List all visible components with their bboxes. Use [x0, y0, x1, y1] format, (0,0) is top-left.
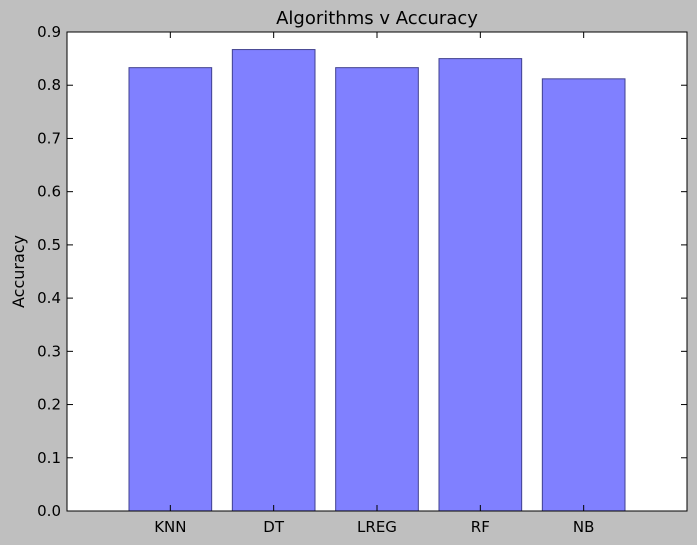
y-tick-label: 0.7	[37, 129, 61, 147]
x-tick-label: LREG	[357, 518, 397, 536]
y-axis-label: Accuracy	[9, 235, 28, 308]
y-tick-label: 0.3	[37, 342, 61, 360]
x-axis-ticks: KNN DT LREG RF NB	[154, 32, 594, 536]
y-tick-label: 0.9	[37, 23, 61, 41]
bar-nb	[541, 78, 626, 512]
bar-dt	[231, 49, 316, 512]
y-tick-label: 0.4	[37, 289, 61, 307]
plot-frame	[66, 31, 688, 512]
y-tick-label: 0.8	[37, 76, 61, 94]
bar-knn	[128, 67, 213, 512]
chart-title: Algorithms v Accuracy	[276, 8, 478, 29]
y-tick-label: 0.6	[37, 183, 61, 201]
y-tick-label: 0.5	[37, 236, 61, 254]
y-tick-label: 0.1	[37, 449, 61, 467]
x-tick-label: DT	[263, 518, 285, 536]
bar-group	[128, 49, 626, 512]
x-tick-label: KNN	[154, 518, 186, 536]
y-tick-label: 0.2	[37, 396, 61, 414]
x-tick-label: NB	[573, 518, 595, 536]
x-tick-label: RF	[471, 518, 490, 536]
y-tick-label: 0.0	[37, 502, 61, 520]
bar-rf	[438, 58, 523, 512]
y-axis-ticks: 0.0 0.1 0.2 0.3 0.4 0.5 0.6 0.7 0.8 0.9	[37, 23, 687, 520]
bar-lreg	[335, 67, 419, 512]
